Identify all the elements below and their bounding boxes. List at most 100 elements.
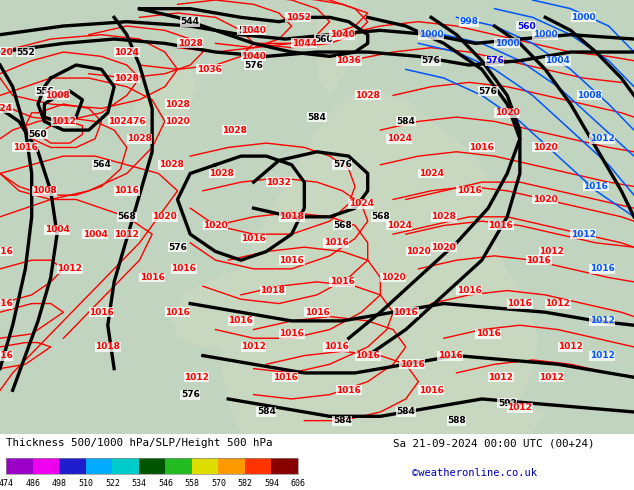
Text: Thickness 500/1000 hPa/SLP/Height 500 hPa: Thickness 500/1000 hPa/SLP/Height 500 hP… <box>6 438 273 448</box>
Text: 1016: 1016 <box>114 186 139 196</box>
Text: 1016: 1016 <box>437 351 463 360</box>
Text: 1040: 1040 <box>241 52 266 61</box>
Text: 1012: 1012 <box>571 230 596 239</box>
Text: 1016: 1016 <box>469 143 495 152</box>
Text: Sa 21-09-2024 00:00 UTC (00+24): Sa 21-09-2024 00:00 UTC (00+24) <box>393 438 595 448</box>
Text: 1028: 1028 <box>165 99 190 109</box>
Text: 594: 594 <box>264 479 279 488</box>
Text: 1028: 1028 <box>127 134 152 143</box>
Polygon shape <box>298 182 431 269</box>
Text: 1004: 1004 <box>545 56 571 65</box>
Text: 1020: 1020 <box>152 212 178 221</box>
Text: 1028: 1028 <box>222 125 247 135</box>
Text: 1016: 1016 <box>399 360 425 369</box>
Text: 1016: 1016 <box>456 286 482 295</box>
Text: 1008: 1008 <box>32 186 57 196</box>
Text: 1052: 1052 <box>285 13 311 22</box>
Text: 576: 576 <box>479 87 498 96</box>
Text: 534: 534 <box>131 479 146 488</box>
Text: 1012: 1012 <box>114 230 139 239</box>
Text: 1016: 1016 <box>273 373 298 382</box>
Text: 1020: 1020 <box>0 48 13 56</box>
Text: 544: 544 <box>181 17 200 26</box>
Text: 1028: 1028 <box>209 169 235 178</box>
Text: 1028: 1028 <box>355 91 380 100</box>
Text: 1028: 1028 <box>114 74 139 82</box>
Text: 584: 584 <box>307 113 327 122</box>
Text: 1012: 1012 <box>590 134 615 143</box>
Text: 1024: 1024 <box>0 104 13 113</box>
Text: 1016: 1016 <box>279 329 304 339</box>
Text: 1016: 1016 <box>139 273 165 282</box>
Bar <box>86 459 112 474</box>
Bar <box>245 459 271 474</box>
Text: 1016: 1016 <box>279 256 304 265</box>
Text: 1028: 1028 <box>158 160 184 169</box>
Text: 1016: 1016 <box>13 143 38 152</box>
Text: 570: 570 <box>211 479 226 488</box>
Text: 1020: 1020 <box>406 247 431 256</box>
Text: 560: 560 <box>29 130 48 139</box>
Text: 998: 998 <box>460 17 479 26</box>
Text: 1018: 1018 <box>279 212 304 221</box>
Text: 560: 560 <box>314 34 333 44</box>
Bar <box>6 459 33 474</box>
Text: 522: 522 <box>105 479 120 488</box>
Text: 1016: 1016 <box>590 265 615 273</box>
Text: 576: 576 <box>485 56 504 65</box>
Text: 1012: 1012 <box>590 317 615 325</box>
Text: 102476: 102476 <box>108 117 146 126</box>
Text: 486: 486 <box>25 479 41 488</box>
Text: 1016: 1016 <box>323 343 349 351</box>
Text: 556: 556 <box>35 87 54 96</box>
Text: 552: 552 <box>238 26 257 35</box>
Text: 584: 584 <box>333 416 352 425</box>
Text: 1018: 1018 <box>95 343 120 351</box>
Text: 546: 546 <box>158 479 173 488</box>
Text: 1000: 1000 <box>571 13 595 22</box>
Text: 564: 564 <box>92 160 111 169</box>
Text: 1004: 1004 <box>82 230 108 239</box>
Text: 1016: 1016 <box>355 351 380 360</box>
Bar <box>112 459 139 474</box>
Text: 576: 576 <box>168 243 187 252</box>
Text: 576: 576 <box>181 390 200 399</box>
Text: 1020: 1020 <box>380 273 406 282</box>
Polygon shape <box>241 399 545 434</box>
Text: 1016: 1016 <box>0 247 13 256</box>
Text: 1028: 1028 <box>178 39 203 48</box>
Text: 582: 582 <box>238 479 252 488</box>
Text: 1016: 1016 <box>456 186 482 196</box>
Text: 1016: 1016 <box>336 386 361 395</box>
Text: 1016: 1016 <box>330 277 355 286</box>
Text: 1000: 1000 <box>495 39 519 48</box>
Text: 588: 588 <box>447 416 466 425</box>
Text: 1020: 1020 <box>203 221 228 230</box>
Text: 552: 552 <box>16 48 35 56</box>
Text: 1016: 1016 <box>323 238 349 247</box>
Text: 576: 576 <box>422 56 441 65</box>
Text: 1020: 1020 <box>431 243 456 252</box>
Text: 576: 576 <box>244 61 263 70</box>
Text: 1020: 1020 <box>495 108 520 117</box>
Text: 1016: 1016 <box>476 329 501 339</box>
Text: 1036: 1036 <box>197 65 222 74</box>
Polygon shape <box>158 65 197 122</box>
Text: 584: 584 <box>257 408 276 416</box>
Text: 1020: 1020 <box>533 143 558 152</box>
Text: 1016: 1016 <box>488 221 514 230</box>
Text: 568: 568 <box>117 212 136 221</box>
Text: 1004: 1004 <box>44 225 70 234</box>
Bar <box>33 459 60 474</box>
Text: 1040: 1040 <box>330 30 355 39</box>
Text: 1012: 1012 <box>241 343 266 351</box>
Polygon shape <box>171 269 279 347</box>
Text: 498: 498 <box>52 479 67 488</box>
Text: 1016: 1016 <box>89 308 114 317</box>
Text: 1016: 1016 <box>0 351 13 360</box>
Text: 1016: 1016 <box>526 256 552 265</box>
Bar <box>219 459 245 474</box>
Text: 1024: 1024 <box>349 199 374 208</box>
Text: 558: 558 <box>184 479 200 488</box>
Bar <box>60 459 86 474</box>
